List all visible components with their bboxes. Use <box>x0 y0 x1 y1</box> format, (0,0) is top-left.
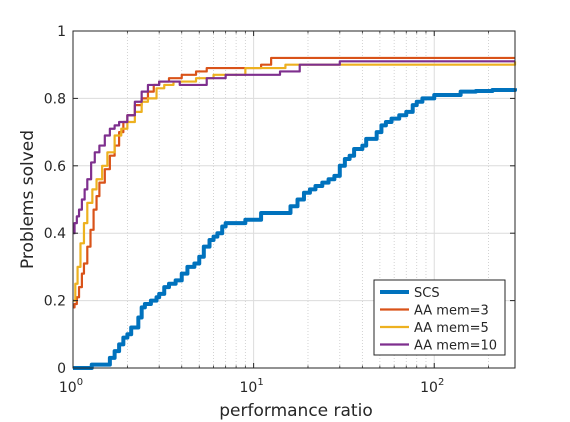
x-axis-title: performance ratio <box>219 401 372 421</box>
y-tick-label: 0 <box>57 361 66 377</box>
legend: SCS AA mem=3 AA mem=5 AA mem=10 <box>373 279 506 356</box>
y-tick-label: 0.2 <box>44 294 66 310</box>
legend-label-aa-mem-3: AA mem=3 <box>414 304 489 319</box>
x-tick-label: 101 <box>240 377 264 396</box>
y-axis-title: Problems solved <box>18 130 38 269</box>
x-tick-label: 102 <box>420 377 444 396</box>
legend-label-aa-mem-10: AA mem=10 <box>414 339 497 354</box>
y-tick-label: 0.6 <box>44 159 66 175</box>
legend-label-aa-mem-5: AA mem=5 <box>414 321 489 336</box>
axes-frame <box>72 30 516 369</box>
y-tick-label: 0.8 <box>44 91 66 107</box>
y-tick-label: 1 <box>57 24 66 40</box>
y-tick-label: 0.4 <box>44 226 66 242</box>
series-line-scs <box>73 87 517 370</box>
legend-label-scs: SCS <box>414 286 440 301</box>
plot-area: 100 101 102 0 0.2 0.4 0.6 0.8 1 <box>44 24 517 396</box>
x-tick-label: 100 <box>59 377 83 396</box>
series-line-aa-mem-3 <box>73 56 515 309</box>
series-line-aa-mem-10 <box>73 60 515 235</box>
